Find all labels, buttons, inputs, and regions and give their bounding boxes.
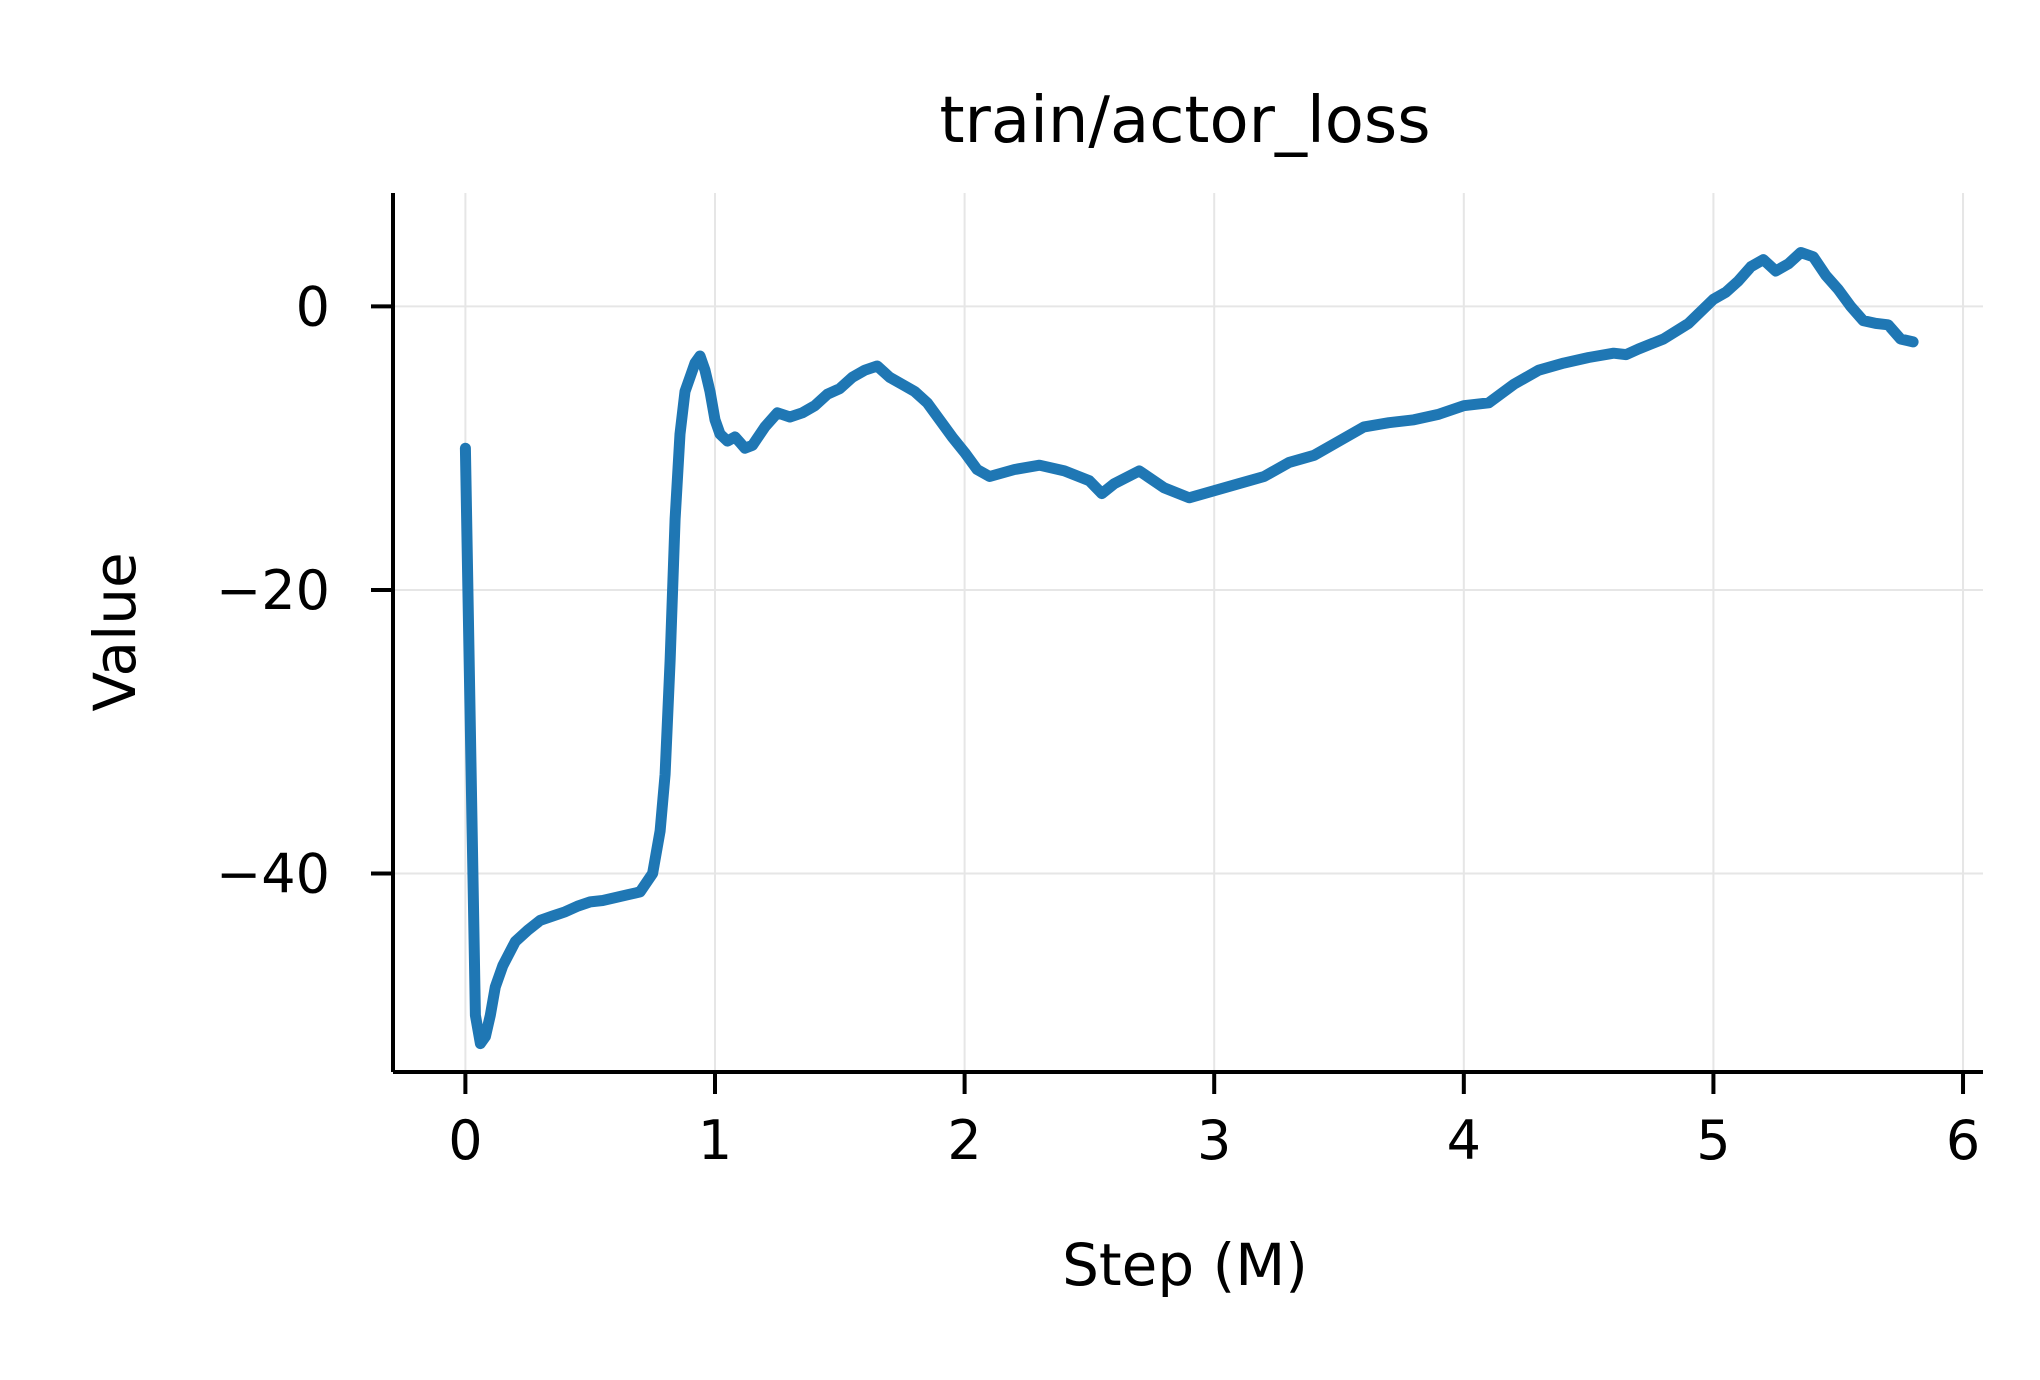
x-tick-label: 6 — [1946, 1109, 1980, 1172]
y-tick-label: 0 — [296, 275, 330, 338]
x-tick-label: 0 — [448, 1109, 482, 1172]
chart-title: train/actor_loss — [939, 84, 1430, 158]
y-axis-ticks: 0 −20 −40 — [216, 275, 393, 905]
y-tick-label: −40 — [216, 843, 330, 906]
x-tick-label: 4 — [1447, 1109, 1481, 1172]
y-tick-label: −20 — [216, 559, 330, 622]
grid-lines — [393, 193, 1983, 1072]
series-layer — [465, 253, 1913, 1044]
series-line — [465, 253, 1913, 1044]
x-tick-label: 5 — [1696, 1109, 1730, 1172]
x-tick-label: 1 — [698, 1109, 732, 1172]
y-axis-label: Value — [81, 552, 149, 711]
x-tick-label: 3 — [1197, 1109, 1231, 1172]
x-tick-label: 2 — [947, 1109, 981, 1172]
x-axis-ticks: 0 1 2 3 4 5 6 — [448, 1072, 1980, 1172]
x-axis-label: Step (M) — [1062, 1231, 1308, 1299]
